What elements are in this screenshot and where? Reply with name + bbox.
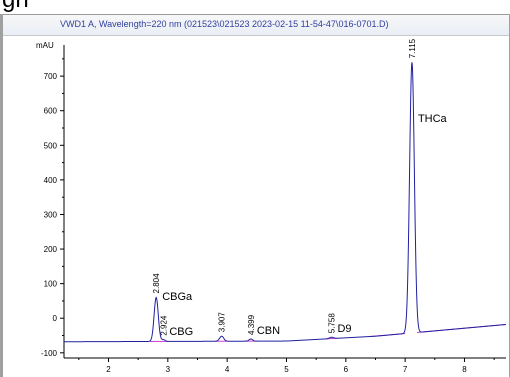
x-tick-label: 6 bbox=[344, 365, 349, 374]
y-tick-label: 200 bbox=[44, 245, 58, 254]
chart-title-bar: VWD1 A, Wavelength=220 nm (021523\021523… bbox=[0, 14, 510, 36]
y-tick-label: 500 bbox=[44, 141, 58, 150]
cut-off-heading: gn bbox=[2, 0, 29, 14]
peak-retention-time-label: 7.115 bbox=[408, 38, 417, 58]
y-tick-label: 0 bbox=[53, 314, 58, 323]
chart-title: VWD1 A, Wavelength=220 nm (021523\021523… bbox=[60, 19, 389, 29]
y-tick-label: 300 bbox=[44, 210, 58, 219]
peak-compound-name: CBG bbox=[169, 325, 194, 338]
peak-retention-time-label: 5.758 bbox=[327, 313, 336, 334]
peak-retention-time-label: 2.804 bbox=[152, 273, 161, 294]
y-tick-label: 400 bbox=[44, 176, 58, 185]
peak-retention-time-label: 2.924 bbox=[159, 315, 168, 336]
peak-compound-name: CBGa bbox=[162, 291, 193, 304]
y-tick-label: -100 bbox=[41, 349, 58, 358]
y-tick-label: 600 bbox=[44, 107, 58, 116]
peak-compound-name: THCa bbox=[417, 113, 447, 126]
x-tick-label: 2 bbox=[106, 365, 111, 374]
x-tick-label: 5 bbox=[284, 365, 289, 374]
x-tick-label: 4 bbox=[225, 365, 230, 374]
x-tick-label: 7 bbox=[403, 365, 408, 374]
y-tick-label: 100 bbox=[44, 280, 58, 289]
peak-retention-time-label: 4.399 bbox=[247, 314, 256, 335]
x-tick-label: 8 bbox=[462, 365, 467, 374]
y-axis-unit-label: mAU bbox=[36, 41, 54, 50]
axes-layer: -100 0 100 200 300 400 500 600 700 2 3 4 5 6 7 8 bbox=[41, 45, 506, 374]
peak-compound-name: CBN bbox=[256, 324, 281, 337]
window-left-border bbox=[0, 14, 3, 377]
chromatogram-trace bbox=[64, 62, 507, 343]
x-tick-label: 3 bbox=[166, 365, 171, 374]
trace-layer bbox=[64, 62, 507, 343]
peak-labels-layer: 2.804 2.924 3.907 4.399 5.758 7.115 bbox=[152, 38, 417, 335]
peak-retention-time-label: 3.907 bbox=[218, 312, 227, 333]
peak-compound-name: D9 bbox=[337, 323, 352, 336]
y-tick-label: 700 bbox=[44, 72, 58, 81]
